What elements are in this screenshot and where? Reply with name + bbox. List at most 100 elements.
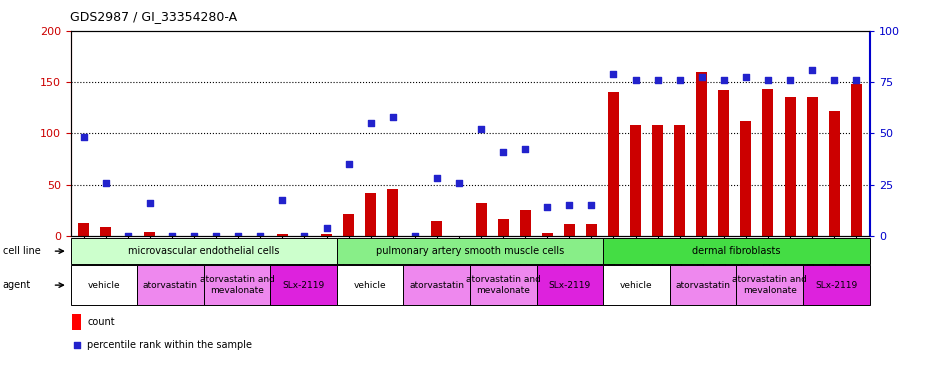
Bar <box>564 224 575 236</box>
Bar <box>586 224 597 236</box>
Text: cell line: cell line <box>3 246 40 256</box>
Text: vehicle: vehicle <box>620 281 652 290</box>
Bar <box>497 219 509 236</box>
Bar <box>669 265 736 305</box>
Text: vehicle: vehicle <box>87 281 120 290</box>
Point <box>341 161 356 167</box>
Bar <box>674 125 685 236</box>
Bar <box>137 265 204 305</box>
Point <box>186 233 201 239</box>
Bar <box>145 232 155 236</box>
Bar <box>204 265 271 305</box>
Point <box>739 74 754 80</box>
Point <box>606 71 621 77</box>
Text: atorvastatin: atorvastatin <box>409 281 464 290</box>
Point <box>716 77 731 83</box>
Bar <box>343 214 354 236</box>
Text: vehicle: vehicle <box>353 281 386 290</box>
Point <box>297 233 312 239</box>
Point <box>695 74 710 80</box>
Point <box>209 233 224 239</box>
Bar <box>541 233 553 236</box>
Bar <box>829 111 839 236</box>
Text: SLx-2119: SLx-2119 <box>549 281 591 290</box>
Bar <box>271 265 337 305</box>
Point <box>562 202 577 209</box>
Point <box>385 114 400 120</box>
Bar <box>608 92 619 236</box>
Bar <box>762 89 774 236</box>
Bar <box>603 238 870 264</box>
Text: atorvastatin: atorvastatin <box>676 281 730 290</box>
Bar <box>337 238 603 264</box>
Point <box>120 233 135 239</box>
Bar <box>807 98 818 236</box>
Point <box>76 134 91 140</box>
Bar <box>851 84 862 236</box>
Point <box>430 175 445 181</box>
Point <box>253 233 268 239</box>
Bar <box>321 234 332 236</box>
Point <box>782 77 797 83</box>
Point <box>495 149 510 155</box>
Point <box>849 77 864 83</box>
Point <box>628 77 643 83</box>
Text: atorvastatin and
mevalonate: atorvastatin and mevalonate <box>466 275 540 295</box>
Bar <box>403 265 470 305</box>
Bar <box>387 189 399 236</box>
Bar <box>603 265 669 305</box>
Text: count: count <box>87 317 115 327</box>
Bar <box>652 125 663 236</box>
Bar <box>101 227 111 236</box>
Text: dermal fibroblasts: dermal fibroblasts <box>692 246 780 256</box>
Bar <box>520 210 531 236</box>
Bar <box>78 223 89 236</box>
Text: GDS2987 / GI_33354280-A: GDS2987 / GI_33354280-A <box>70 10 238 23</box>
Bar <box>736 265 803 305</box>
Text: percentile rank within the sample: percentile rank within the sample <box>87 340 253 350</box>
Bar <box>70 265 137 305</box>
Text: microvascular endothelial cells: microvascular endothelial cells <box>128 246 279 256</box>
Bar <box>537 265 603 305</box>
Bar <box>785 98 795 236</box>
Point <box>672 77 687 83</box>
Point <box>274 197 290 203</box>
Bar <box>718 90 729 236</box>
Point <box>363 120 378 126</box>
Bar <box>431 221 443 236</box>
Text: SLx-2119: SLx-2119 <box>815 281 857 290</box>
Point <box>826 77 841 83</box>
Point <box>164 233 180 239</box>
Text: atorvastatin and
mevalonate: atorvastatin and mevalonate <box>732 275 807 295</box>
Text: agent: agent <box>3 280 31 290</box>
Point <box>99 180 114 186</box>
Bar <box>630 125 641 236</box>
Bar <box>72 314 81 330</box>
Bar <box>277 234 288 236</box>
Point <box>451 180 466 186</box>
Text: atorvastatin and
mevalonate: atorvastatin and mevalonate <box>199 275 274 295</box>
Text: atorvastatin: atorvastatin <box>143 281 198 290</box>
Bar <box>697 72 707 236</box>
Point <box>230 233 245 239</box>
Bar <box>803 265 870 305</box>
Point <box>805 67 820 73</box>
Point <box>143 200 158 206</box>
Bar <box>70 238 337 264</box>
Text: pulmonary artery smooth muscle cells: pulmonary artery smooth muscle cells <box>376 246 564 256</box>
Bar <box>741 121 751 236</box>
Point <box>407 233 422 239</box>
Text: SLx-2119: SLx-2119 <box>282 281 324 290</box>
Bar <box>470 265 537 305</box>
Bar <box>337 265 403 305</box>
Point <box>518 146 533 152</box>
Bar <box>476 203 487 236</box>
Point <box>319 225 334 231</box>
Point <box>650 77 666 83</box>
Point <box>584 202 599 209</box>
Bar <box>365 193 376 236</box>
Point <box>760 77 776 83</box>
Point <box>540 204 555 210</box>
Point <box>69 342 84 348</box>
Point <box>474 126 489 132</box>
